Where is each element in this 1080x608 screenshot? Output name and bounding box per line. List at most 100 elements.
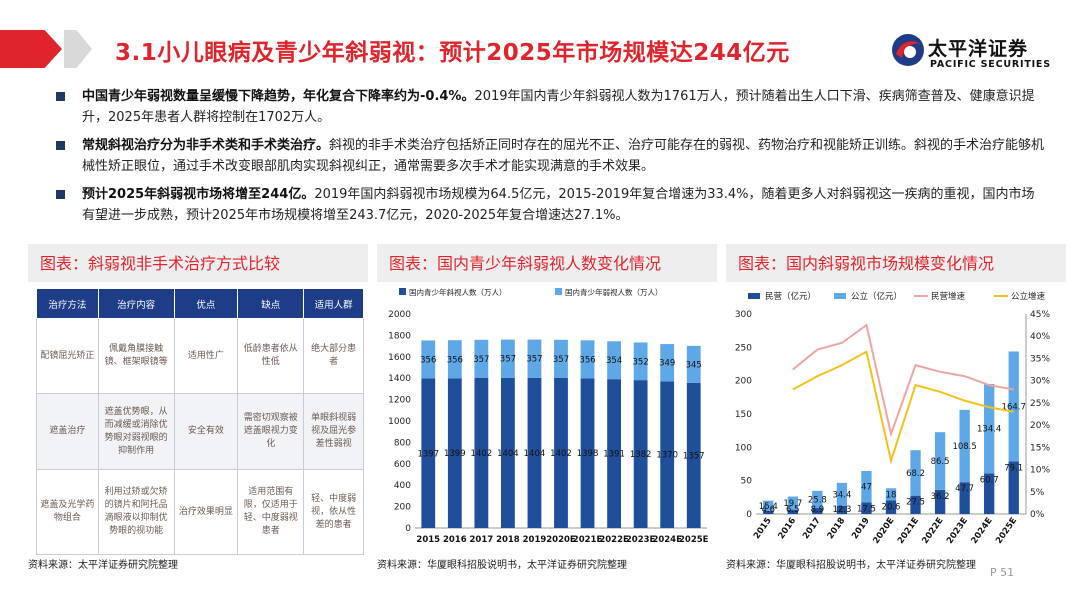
table-cell: 需密切观察被遮盖眼视力变化 xyxy=(237,393,305,470)
data-label: 1370 xyxy=(656,451,678,461)
y-tick-label: 150 xyxy=(735,410,752,420)
data-label: 354 xyxy=(606,356,622,366)
bar-private xyxy=(836,505,848,514)
bar-amblyopia xyxy=(633,342,648,381)
y2-tick-label: 20% xyxy=(1030,421,1050,431)
table-cell: 绝大部分患者 xyxy=(303,318,364,394)
data-label: 86.5 xyxy=(931,457,950,467)
data-label: 345 xyxy=(686,360,702,370)
y-tick-label: 1200 xyxy=(388,396,411,406)
x-tick-label: 2024E xyxy=(652,535,682,545)
x-tick-label: 2021E xyxy=(896,516,921,546)
x-tick-label: 2017 xyxy=(801,516,823,541)
data-label: 47 xyxy=(861,483,872,493)
bullet-bold: 预计2025年斜弱视市场将增至244亿。 xyxy=(82,187,315,202)
private-growth-line xyxy=(792,323,1014,438)
data-label: 47.7 xyxy=(955,484,974,494)
x-tick-label: 2023E xyxy=(626,535,656,545)
public-growth-line xyxy=(792,350,1014,465)
bar-public xyxy=(836,482,848,506)
bar-private xyxy=(1008,461,1019,514)
market-chart-panel: 图表：国内斜弱视市场规模变化情况 资料来源：华厦眼科招股说明书，太平洋证券研究院… xyxy=(726,244,1066,572)
y2-tick-label: 15% xyxy=(1030,443,1050,453)
y-tick-label: 2000 xyxy=(388,310,411,320)
bullet-square-icon xyxy=(56,141,65,150)
data-label: 1402 xyxy=(550,449,572,459)
bar-private xyxy=(763,510,774,514)
bar-public xyxy=(984,383,995,474)
bar-private xyxy=(861,502,872,514)
bar-strabismus xyxy=(447,378,462,528)
market-chart-source: 资料来源：华厦眼科招股说明书，太平洋证券研究院整理 xyxy=(726,560,976,571)
logo-en-text: PACIFIC SECURITIES xyxy=(930,59,1051,70)
y-tick-label: 50 xyxy=(741,477,753,487)
bar-strabismus xyxy=(421,378,436,528)
bar-strabismus xyxy=(607,379,621,528)
x-tick-label: 2021E xyxy=(573,535,603,545)
table-cell: 安全有效 xyxy=(173,393,239,470)
x-tick-label: 2025E xyxy=(679,535,709,545)
bar-public xyxy=(934,432,946,490)
data-label: 356 xyxy=(420,355,436,365)
legend-label: 国内青少年弱视人数（万人） xyxy=(565,287,663,297)
y-tick-label: 300 xyxy=(735,310,752,320)
table-header-cell: 治疗方法 xyxy=(36,288,99,319)
x-tick-label: 2020E xyxy=(871,516,896,546)
market-chart: 民营（亿元） 公立（亿元） 民营增速 公立增速 0 50 100 150 200 250 300 0%… xyxy=(735,291,1051,546)
bar-amblyopia xyxy=(474,339,489,378)
x-tick-label: 2015 xyxy=(416,535,440,545)
x-tick-label: 2019 xyxy=(850,516,872,541)
table-row: 遮盖治疗 遮盖优势眼，从而减缓或消除优势眼对弱视眼的抑制作用 安全有效 需密切观… xyxy=(36,393,364,470)
table-cell: 单眼斜视弱视及屈光参差性弱视 xyxy=(303,393,364,470)
bullet-item: 预计2025年斜弱视市场将增至244亿。2019年国内斜弱视市场规模为64.5亿… xyxy=(56,184,1046,226)
x-tick-label: 2015 xyxy=(752,516,774,541)
data-label: 1398 xyxy=(577,449,599,459)
bar-private xyxy=(959,482,970,514)
bar-amblyopia xyxy=(554,339,568,378)
x-tick-label: 2016 xyxy=(777,516,799,541)
bar-strabismus xyxy=(474,377,489,528)
y-tick-label: 200 xyxy=(735,377,752,387)
x-tick-label: 2020E xyxy=(546,535,576,545)
data-label: 19.7 xyxy=(783,499,802,509)
bar-amblyopia xyxy=(580,340,595,379)
x-tick-label: 2019 xyxy=(523,535,547,545)
table-header-cell: 缺点 xyxy=(237,288,305,319)
bullet-text: 斜视的非手术类治疗包括矫正同时存在的屈光不正、治疗可能存在的弱视、药物治疗和视能… xyxy=(82,138,1045,174)
data-label: 349 xyxy=(659,359,675,369)
data-label: 357 xyxy=(526,355,542,365)
bar-public xyxy=(861,471,872,503)
data-label: 20.6 xyxy=(882,502,901,512)
page-title: 3.1小儿眼病及青少年斜弱视：预计2025年市场规模达244亿元 xyxy=(115,40,790,66)
bar-private xyxy=(885,500,897,514)
market-chart-title: 图表：国内斜弱视市场规模变化情况 xyxy=(726,244,1066,282)
legend-label: 民营增速 xyxy=(931,291,966,302)
bar-public xyxy=(959,409,970,483)
bar-public xyxy=(910,450,921,496)
y-tick-label: 100 xyxy=(735,443,752,453)
legend-swatch xyxy=(834,293,846,299)
data-label: 357 xyxy=(500,355,516,365)
x-tick-label: 2022E xyxy=(599,535,629,545)
y-tick-label: 800 xyxy=(394,438,411,448)
table-header-cell: 适用人群 xyxy=(303,288,364,319)
bar-amblyopia xyxy=(527,339,542,378)
data-label: 356 xyxy=(447,355,463,365)
table-header-cell: 优点 xyxy=(173,288,239,319)
table-cell: 适用范围有限，仅适用于轻、中度弱视患者 xyxy=(237,469,305,555)
bar-amblyopia xyxy=(421,340,436,379)
data-label: 4.6 xyxy=(762,505,776,515)
data-label: 1382 xyxy=(630,450,652,460)
data-label: 134.4 xyxy=(977,425,1001,435)
table-cell: 配镜屈光矫正 xyxy=(36,318,99,394)
logo-icon xyxy=(892,34,924,66)
x-tick-label: 2023E xyxy=(945,516,970,546)
table-panel-title: 图表：斜弱视非手术治疗方式比较 xyxy=(28,244,368,282)
bar-amblyopia xyxy=(447,340,462,379)
bar-private xyxy=(934,489,946,514)
x-tick-label: 2018 xyxy=(496,535,520,545)
y2-tick-label: 35% xyxy=(1030,354,1050,364)
data-label: 1402 xyxy=(471,449,493,459)
data-label: 17.5 xyxy=(857,504,876,514)
header-red-arrow xyxy=(0,30,62,68)
